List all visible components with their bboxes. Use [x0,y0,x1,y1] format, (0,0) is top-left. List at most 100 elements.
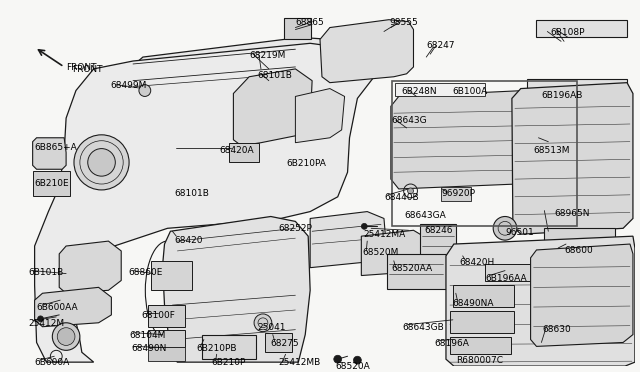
Bar [460,248,485,266]
Text: 6B210P: 6B210P [212,358,246,367]
Polygon shape [446,236,635,366]
Text: 68420H: 68420H [460,258,495,267]
Bar [148,347,185,361]
Polygon shape [531,244,633,346]
Polygon shape [320,20,413,83]
Polygon shape [35,287,111,327]
Text: 68643G: 68643G [392,116,428,125]
Polygon shape [362,230,426,276]
Text: 68101B: 68101B [257,71,292,80]
Circle shape [362,224,367,229]
Circle shape [254,314,272,331]
Bar [284,18,311,39]
Bar [527,79,627,96]
Text: 68965N: 68965N [554,209,589,218]
Bar [202,334,256,359]
Polygon shape [512,83,633,234]
Text: 68252P: 68252P [278,224,312,233]
Text: 68643GA: 68643GA [404,211,446,219]
Text: R680007C: R680007C [456,356,503,365]
Text: 6B196AA: 6B196AA [485,273,527,283]
Text: FRONT: FRONT [66,63,97,72]
Circle shape [57,328,75,346]
Polygon shape [33,138,66,169]
Bar [148,305,185,327]
Bar [441,187,470,201]
Bar [151,261,192,290]
Text: 68860E: 68860E [128,268,163,277]
Text: 25041: 25041 [257,323,285,332]
Text: 68490N: 68490N [131,344,166,353]
Bar [545,228,615,250]
Polygon shape [60,241,121,293]
Circle shape [52,323,80,350]
Bar [392,81,577,226]
Text: 68440B: 68440B [384,193,419,202]
Bar [453,285,514,307]
Bar [230,143,259,162]
Polygon shape [234,69,312,146]
Circle shape [408,188,413,194]
Bar [450,337,511,354]
Circle shape [88,148,115,176]
Bar [387,254,446,289]
Text: 68630: 68630 [543,325,571,334]
Text: 68490NA: 68490NA [453,299,494,308]
Circle shape [493,217,517,240]
Text: FRONT: FRONT [72,65,102,74]
Text: 68520AA: 68520AA [392,264,433,273]
Text: 68499M: 68499M [110,81,147,90]
Bar [522,134,547,155]
Text: 6B196AB: 6B196AB [541,90,583,100]
Bar [395,83,485,96]
Bar [536,20,627,38]
Text: 68247: 68247 [426,41,455,50]
Bar [265,333,292,352]
Text: 6B600A: 6B600A [35,358,70,367]
Text: 6B865+A: 6B865+A [35,143,77,152]
Polygon shape [391,89,574,189]
Circle shape [353,356,362,364]
Text: 6B210E: 6B210E [35,179,69,188]
Text: 68420A: 68420A [220,146,254,155]
Circle shape [74,135,129,190]
Text: 68420: 68420 [174,236,203,245]
Text: 68275: 68275 [271,339,300,347]
Bar [420,224,456,268]
Text: 68643GB: 68643GB [403,323,444,332]
Text: 68513M: 68513M [534,146,570,155]
Bar [33,171,70,196]
Text: 6B210PB: 6B210PB [196,344,237,353]
Text: 6B600AA: 6B600AA [36,303,78,312]
Text: 68600: 68600 [564,246,593,255]
Bar [450,311,514,333]
Text: 96920P: 96920P [441,189,475,198]
Text: 68196A: 68196A [434,339,469,347]
Text: 98555: 98555 [389,18,418,27]
Text: 6B108P: 6B108P [550,28,585,36]
Text: 25412MB: 25412MB [278,358,321,367]
Bar [148,330,185,347]
Circle shape [38,316,44,322]
Polygon shape [310,212,387,268]
Text: 68520M: 68520M [362,248,399,257]
Polygon shape [163,217,310,362]
Polygon shape [135,38,369,81]
Bar [485,264,549,282]
Text: 68100F: 68100F [141,311,175,320]
Text: 68246: 68246 [424,226,453,235]
Text: 68104M: 68104M [129,331,166,340]
Text: 96501: 96501 [505,228,534,237]
Text: 68865: 68865 [296,18,324,27]
Text: 25412M: 25412M [29,319,65,328]
Text: 6B248N: 6B248N [402,87,437,96]
Text: 6B100A: 6B100A [453,87,488,96]
Circle shape [139,85,151,96]
Text: 6B210PA: 6B210PA [287,160,326,169]
Text: 68520A: 68520A [336,362,371,371]
Text: 68101B: 68101B [174,189,209,198]
Polygon shape [296,89,344,143]
Polygon shape [35,43,384,362]
Circle shape [334,355,342,363]
Text: 68219M: 68219M [249,51,285,60]
